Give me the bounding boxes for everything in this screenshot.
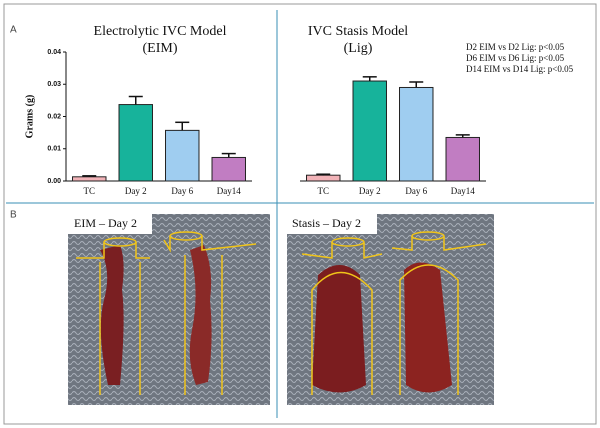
panel-label: A [10, 25, 17, 36]
error-bar [128, 95, 143, 105]
x-tick-label: TC [83, 186, 95, 196]
y-tick-label: 0.02 [47, 113, 61, 120]
y-tick-label: 0.00 [47, 178, 61, 185]
error-bar [409, 81, 424, 88]
bar [352, 80, 387, 182]
bar [211, 156, 246, 182]
panel-label: B [10, 210, 17, 221]
chart-subtitle: (Lig) [344, 41, 373, 56]
error-bar [175, 121, 190, 131]
bar [306, 174, 341, 182]
photo: EIM – Day 2 [68, 214, 270, 405]
bar [118, 104, 153, 182]
y-tick-label: 0.04 [47, 49, 61, 56]
chart-subtitle: (EIM) [143, 41, 178, 56]
photo-label: Stasis – Day 2 [292, 216, 361, 230]
chart-title: IVC Stasis Model [308, 24, 408, 39]
error-bar [455, 134, 470, 138]
x-tick-label: TC [317, 186, 329, 196]
x-tick-label: Day 6 [171, 186, 193, 196]
x-tick-label: Day 6 [405, 186, 427, 196]
bar [445, 136, 480, 182]
x-tick-label: Day 2 [359, 186, 381, 196]
photo-label: EIM – Day 2 [74, 216, 137, 230]
annotation: D2 EIM vs D2 Lig: p<0.05 [466, 42, 565, 52]
frame [3, 3, 597, 425]
bar [399, 86, 434, 182]
y-tick-label: 0.01 [47, 146, 61, 153]
error-bar [362, 76, 377, 82]
error-bar [316, 173, 331, 176]
x-tick-label: Day 2 [125, 186, 147, 196]
annotation: D14 EIM vs D14 Lig: p<0.05 [466, 64, 574, 74]
annotation: D6 EIM vs D6 Lig: p<0.05 [466, 53, 565, 63]
y-tick-label: 0.03 [47, 81, 61, 88]
error-bar [221, 152, 236, 158]
x-tick-label: Day14 [217, 186, 241, 196]
error-bar [82, 175, 97, 177]
bar [72, 176, 107, 182]
photo: Stasis – Day 2 [287, 214, 494, 405]
chart-title: Electrolytic IVC Model [94, 24, 227, 39]
bar [165, 129, 200, 182]
x-tick-label: Day14 [451, 186, 475, 196]
y-axis-label: Grams (g) [24, 95, 35, 139]
